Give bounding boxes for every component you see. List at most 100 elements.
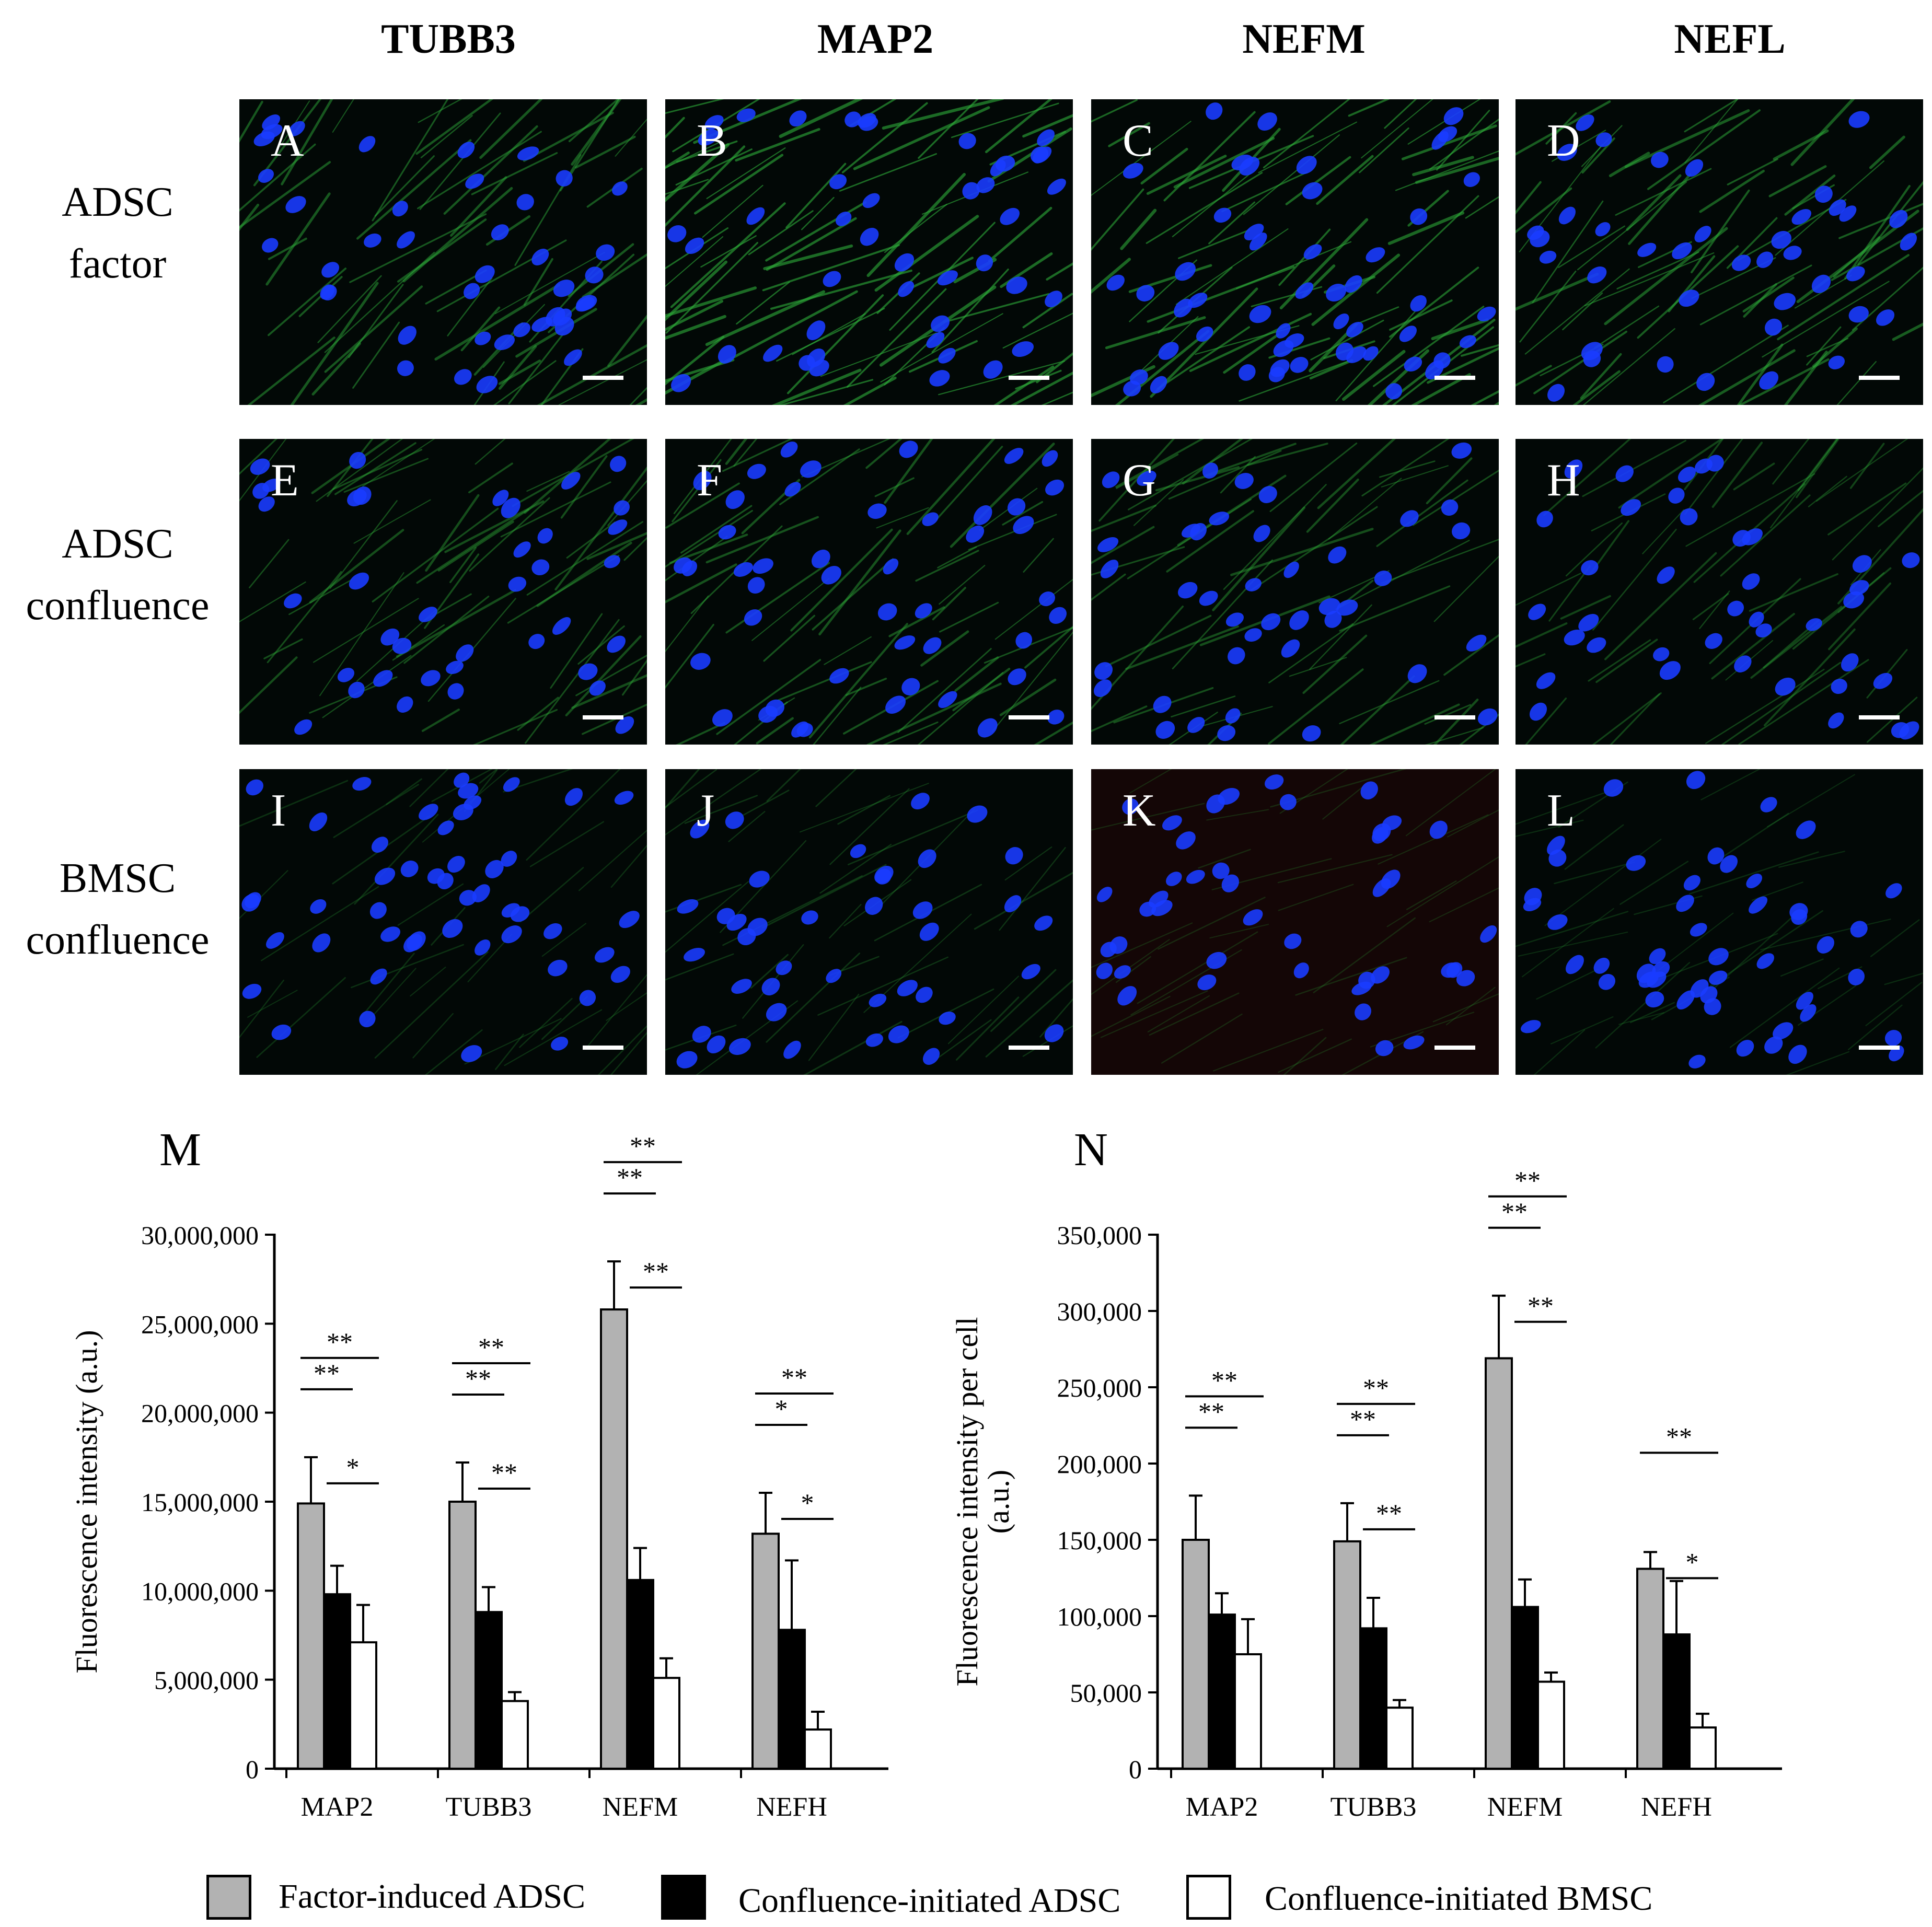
cell-fiber	[1808, 475, 1847, 507]
cell-fiber	[994, 578, 1073, 640]
cell-fiber	[1163, 111, 1256, 202]
cell-fiber	[247, 336, 336, 405]
cell-fiber	[762, 244, 900, 292]
cell-nucleus	[1679, 289, 1699, 307]
cell-nucleus	[1094, 662, 1113, 680]
cell-nucleus	[1177, 582, 1198, 599]
column-header-tubb3: TUBB3	[381, 16, 516, 62]
panel-background	[665, 439, 1073, 745]
cell-nucleus	[352, 776, 372, 791]
cell-nucleus	[728, 1038, 751, 1055]
cell-nucleus	[400, 861, 419, 877]
cell-fiber	[504, 1009, 603, 1066]
cell-nucleus	[1536, 510, 1553, 528]
significance-marker: **	[617, 1163, 643, 1192]
panel-background	[239, 769, 647, 1075]
cell-fiber	[1524, 268, 1630, 355]
cell-nucleus	[1381, 869, 1401, 889]
cell-fiber	[447, 277, 493, 336]
cell-fiber	[239, 979, 284, 1039]
cell-fiber	[819, 844, 892, 894]
cell-fiber	[952, 667, 1011, 712]
cell-fiber	[1263, 99, 1350, 169]
cell-fiber	[1663, 324, 1789, 403]
cell-nucleus	[937, 270, 958, 286]
cell-nucleus	[885, 695, 906, 714]
scale-bar	[583, 1046, 623, 1050]
cell-nucleus	[1615, 465, 1634, 482]
cell-fiber	[541, 995, 588, 1040]
cell-nucleus	[869, 993, 887, 1007]
cell-nucleus	[608, 519, 628, 535]
cell-fiber	[362, 439, 435, 487]
cell-fiber	[1206, 809, 1269, 821]
cell-fiber	[943, 293, 1050, 323]
cell-fiber	[665, 315, 726, 340]
cell-fiber	[1046, 262, 1073, 281]
cell-fiber	[1405, 769, 1497, 837]
cell-fiber	[1720, 494, 1811, 577]
cell-nucleus	[1410, 208, 1428, 225]
cell-fiber	[1189, 312, 1312, 372]
scale-bar	[1859, 376, 1900, 380]
cell-fiber	[722, 439, 793, 472]
cell-nucleus	[1547, 914, 1568, 930]
cell-fiber	[309, 529, 404, 603]
cell-fiber	[1515, 911, 1629, 947]
cell-nucleus	[1773, 1022, 1794, 1040]
cell-nucleus	[1700, 986, 1718, 1004]
cell-fiber	[1340, 675, 1415, 745]
cell-nucleus	[475, 331, 491, 345]
cell-fiber	[1289, 657, 1347, 677]
cell-fiber	[239, 656, 298, 714]
cell-fiber	[1827, 482, 1907, 536]
cell-fiber	[1628, 173, 1692, 245]
cell-fiber	[777, 661, 872, 701]
cell-fiber	[1711, 613, 1795, 680]
cell-fiber	[1022, 114, 1073, 138]
x-tick-label: NEFH	[756, 1792, 827, 1822]
cell-fiber	[450, 176, 507, 237]
cell-fiber	[665, 145, 746, 227]
cell-nucleus	[1166, 872, 1182, 886]
cell-fiber	[421, 709, 460, 732]
cell-fiber	[1034, 721, 1073, 745]
cell-fiber	[392, 624, 445, 661]
cell-fiber	[808, 623, 908, 739]
cell-nucleus	[865, 1033, 883, 1047]
cell-fiber	[1431, 318, 1489, 341]
cell-nucleus	[312, 933, 331, 953]
cell-fiber	[1604, 552, 1717, 660]
cell-nucleus	[931, 315, 950, 332]
cell-nucleus	[1281, 639, 1300, 658]
cell-nucleus	[1706, 455, 1724, 472]
cell-nucleus	[1106, 274, 1125, 291]
cell-nucleus	[358, 136, 376, 153]
y-tick-label: 150,000	[1057, 1526, 1142, 1555]
y-axis-label: Fluorescence intensity per cell	[950, 1317, 984, 1686]
cell-nucleus	[1727, 600, 1744, 617]
cell-fiber	[1295, 957, 1407, 996]
cell-nucleus	[369, 902, 387, 919]
cell-nucleus	[1006, 276, 1027, 294]
cell-fiber	[621, 659, 647, 696]
cell-nucleus	[1005, 847, 1023, 865]
cell-fiber	[350, 944, 464, 989]
cell-fiber	[716, 659, 822, 735]
cell-nucleus	[1539, 250, 1557, 264]
panel-label: C	[1123, 115, 1153, 166]
cell-fiber	[1698, 349, 1796, 405]
x-tick-label: MAP2	[1186, 1792, 1258, 1822]
cell-fiber	[665, 360, 724, 395]
cell-fiber	[1797, 439, 1838, 491]
cell-fiber	[1515, 365, 1552, 387]
cell-nucleus	[501, 497, 520, 518]
cell-fiber	[479, 99, 543, 159]
cell-fiber	[1022, 293, 1073, 329]
cell-nucleus	[475, 939, 491, 956]
y-tick-label: 0	[1129, 1755, 1142, 1784]
cell-nucleus	[262, 238, 279, 253]
cell-fiber	[1519, 271, 1577, 343]
x-tick-label: NEFM	[1487, 1792, 1563, 1822]
cell-nucleus	[1372, 827, 1389, 844]
